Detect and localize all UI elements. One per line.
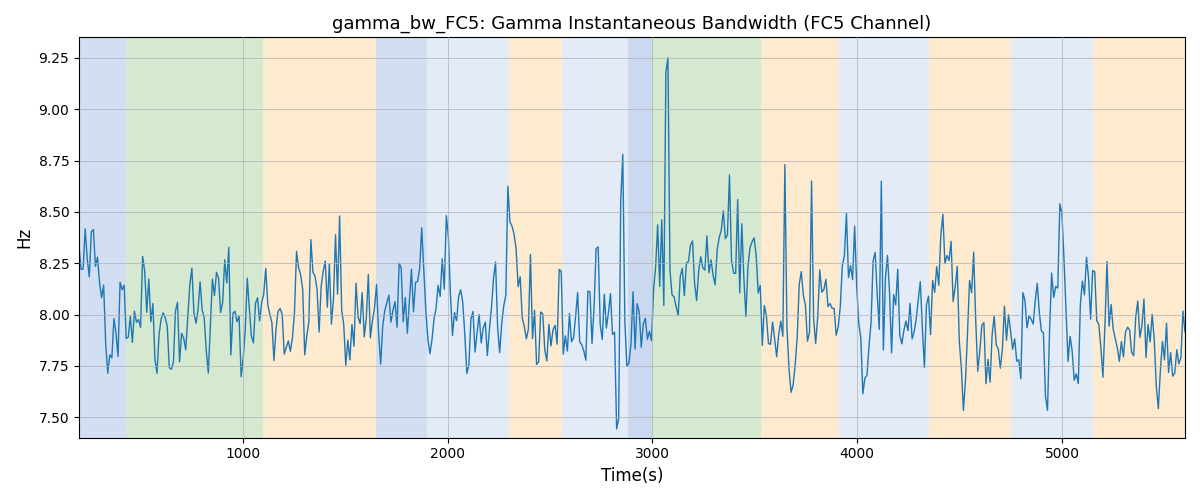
Bar — [376, 38, 427, 438]
Bar — [1010, 38, 1093, 438]
X-axis label: Time(s): Time(s) — [601, 467, 664, 485]
Bar — [263, 38, 376, 438]
Bar — [126, 38, 263, 438]
Bar — [79, 38, 126, 438]
Bar — [427, 38, 509, 438]
Y-axis label: Hz: Hz — [14, 227, 32, 248]
Bar — [1093, 38, 1186, 438]
Bar — [929, 38, 1010, 438]
Bar — [628, 38, 653, 438]
Bar — [509, 38, 563, 438]
Title: gamma_bw_FC5: Gamma Instantaneous Bandwidth (FC5 Channel): gamma_bw_FC5: Gamma Instantaneous Bandwi… — [332, 15, 931, 34]
Bar — [839, 38, 929, 438]
Bar — [563, 38, 628, 438]
Bar — [653, 38, 761, 438]
Bar — [761, 38, 839, 438]
